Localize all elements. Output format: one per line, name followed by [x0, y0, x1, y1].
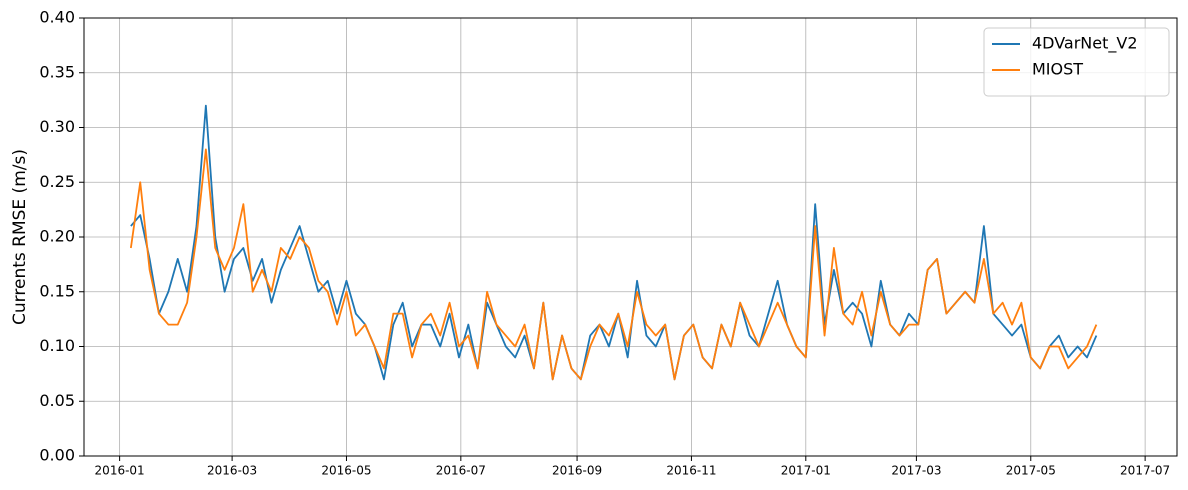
- x-tick-label: 2016-05: [321, 464, 371, 478]
- y-tick-label: 0.15: [39, 281, 75, 300]
- y-tick-label: 0.10: [39, 336, 75, 355]
- x-tick-label: 2016-01: [95, 464, 145, 478]
- x-tick-label: 2016-07: [436, 464, 486, 478]
- x-tick-label: 2016-11: [666, 464, 716, 478]
- y-tick-label: 0.00: [39, 446, 75, 465]
- x-tick-label: 2017-07: [1120, 464, 1170, 478]
- y-tick-label: 0.20: [39, 227, 75, 246]
- x-tick-label: 2016-03: [207, 464, 257, 478]
- y-tick-label: 0.30: [39, 117, 75, 136]
- y-tick-label: 0.40: [39, 8, 75, 27]
- y-tick-label: 0.05: [39, 391, 75, 410]
- legend: 4DVarNet_V2 MIOST: [983, 27, 1170, 97]
- x-tick-label: 2016-09: [552, 464, 602, 478]
- y-tick-label: 0.25: [39, 172, 75, 191]
- x-tick-label: 2017-01: [781, 464, 831, 478]
- x-tick-label: 2017-05: [1006, 464, 1056, 478]
- legend-label: MIOST: [1032, 60, 1083, 79]
- data-line: [129, 148, 1098, 381]
- y-tick-label: 0.35: [39, 62, 75, 81]
- legend-box: [983, 27, 1170, 97]
- y-axis-label: Currents RMSE (m/s): [10, 149, 30, 325]
- legend-label: 4DVarNet_V2: [1032, 34, 1138, 54]
- data-line: [130, 104, 1098, 381]
- x-tick-label: 2017-03: [891, 464, 941, 478]
- plot-frame: [83, 17, 1178, 457]
